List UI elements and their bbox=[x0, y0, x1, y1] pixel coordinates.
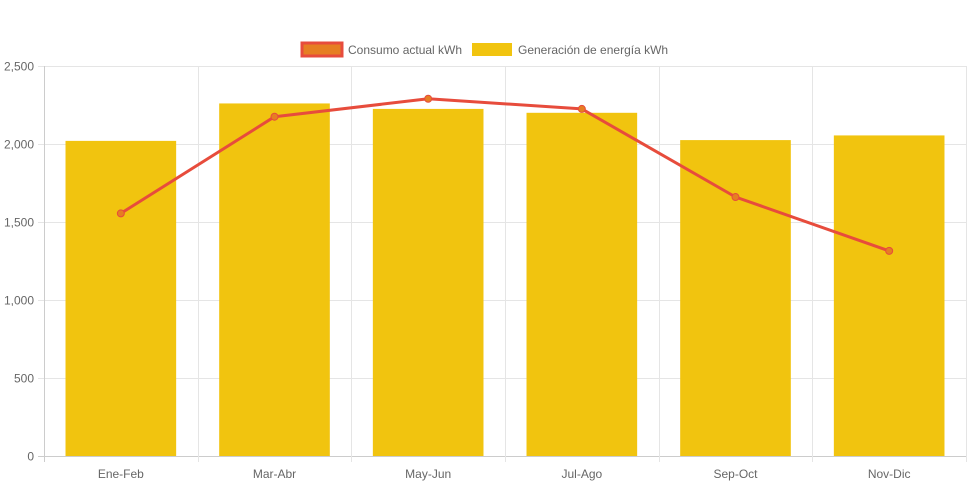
y-tick-label: 2,500 bbox=[4, 60, 34, 74]
y-tick-label: 2,000 bbox=[4, 138, 34, 152]
bar[interactable] bbox=[526, 112, 638, 457]
line-point[interactable] bbox=[424, 94, 433, 103]
legend-swatch-consumo[interactable] bbox=[300, 41, 344, 58]
bar-series bbox=[65, 103, 945, 457]
legend: Consumo actual kWh Generación de energía… bbox=[300, 41, 668, 58]
x-tick-label: Ene-Feb bbox=[98, 467, 144, 481]
line-point[interactable] bbox=[885, 246, 894, 255]
y-tick-label: 1,000 bbox=[4, 294, 34, 308]
legend-swatch-generacion[interactable] bbox=[472, 43, 512, 56]
legend-label-generacion[interactable]: Generación de energía kWh bbox=[518, 43, 668, 57]
x-tick-label: Sep-Oct bbox=[713, 467, 758, 481]
bar[interactable] bbox=[219, 103, 330, 456]
line-point[interactable] bbox=[116, 209, 125, 218]
x-tick-label: May-Jun bbox=[405, 467, 451, 481]
bar[interactable] bbox=[833, 135, 945, 457]
line-series bbox=[116, 94, 894, 255]
x-tick-label: Mar-Abr bbox=[253, 467, 296, 481]
y-tick-label: 0 bbox=[27, 450, 34, 464]
legend-label-consumo[interactable]: Consumo actual kWh bbox=[348, 43, 462, 57]
line-point[interactable] bbox=[731, 193, 740, 202]
grid-lines bbox=[38, 66, 967, 462]
y-tick-label: 1,500 bbox=[4, 216, 34, 230]
line-point[interactable] bbox=[270, 112, 279, 121]
consumo-line bbox=[120, 97, 890, 253]
x-tick-label: Nov-Dic bbox=[868, 467, 911, 481]
y-tick-label: 500 bbox=[14, 372, 34, 386]
line-point[interactable] bbox=[577, 104, 586, 113]
bar[interactable] bbox=[372, 108, 484, 457]
axes: 0 500 1,000 1,500 2,000 2,500 Ene-Feb Mar-Abr Ma… bbox=[4, 60, 911, 482]
x-tick-label: Jul-Ago bbox=[561, 467, 602, 481]
bar[interactable] bbox=[680, 140, 791, 456]
bar[interactable] bbox=[65, 140, 177, 456]
